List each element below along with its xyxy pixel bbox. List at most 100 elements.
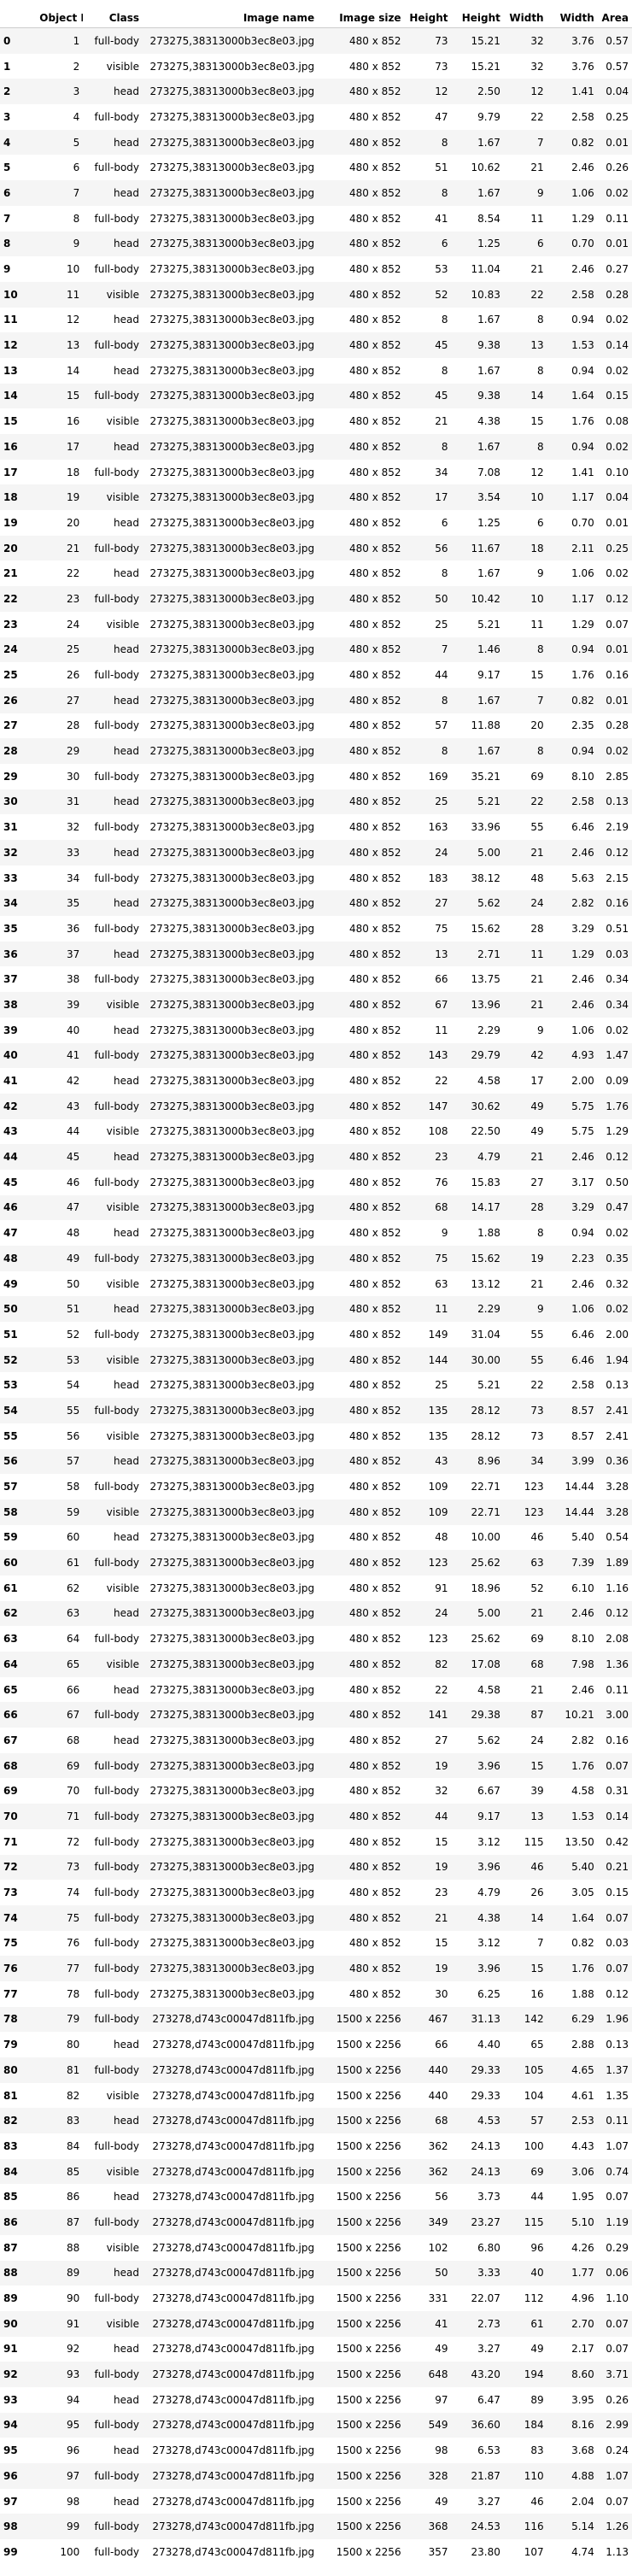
- width-percent-cell: 14.44: [547, 1499, 598, 1525]
- class-cell: head: [114, 516, 140, 529]
- table-row: 42 43 full-body 273275,38313000b3ec8e03.jpg…: [0, 1093, 632, 1119]
- image-size-cell: 480 x 852: [349, 1379, 401, 1392]
- row-index: 76: [0, 1956, 37, 1981]
- image-size-cell: 480 x 852: [318, 941, 405, 967]
- image-name-cell: 273275,38313000b3ec8e03.jpg: [143, 231, 319, 257]
- object-id-cell: 60: [66, 1531, 80, 1544]
- object-id-cell: 61: [36, 1550, 84, 1576]
- row-index: 56: [0, 1448, 37, 1475]
- row-index: 65: [3, 1683, 18, 1696]
- image-size-cell: 480 x 852: [318, 840, 405, 866]
- area-cell: 0.02: [606, 1227, 629, 1240]
- object-id-cell: 62: [66, 1581, 80, 1594]
- height-percent-cell: 17.08: [451, 1652, 504, 1677]
- object-id-cell: 12: [66, 314, 80, 326]
- area-cell: 0.16: [606, 669, 629, 682]
- area-cell: 0.03: [597, 941, 632, 967]
- class-cell: full-body: [94, 1481, 140, 1493]
- class-cell: full-body: [83, 2057, 143, 2083]
- height-percent-cell: 3.96: [451, 1752, 504, 1779]
- width-cell: 65: [530, 2039, 544, 2051]
- table-row: 40 41 full-body 273275,38313000b3ec8e03.jpg…: [0, 1042, 632, 1069]
- class-cell: full-body: [83, 1246, 143, 1271]
- width-cell: 6: [536, 516, 544, 529]
- image-size-cell: 480 x 852: [318, 332, 405, 358]
- height-percent-cell: 4.40: [477, 2039, 500, 2051]
- area-cell: 1.07: [606, 2139, 629, 2152]
- object-id-cell: 79: [36, 2006, 84, 2033]
- image-size-cell: 480 x 852: [349, 314, 401, 326]
- image-size-cell: 480 x 852: [318, 738, 405, 764]
- row-index: 89: [3, 2292, 18, 2305]
- object-id-cell: 25: [36, 637, 84, 663]
- width-cell: 73: [530, 1429, 544, 1442]
- height-percent-cell: 31.04: [471, 1328, 500, 1341]
- object-id-cell: 36: [66, 922, 80, 935]
- width-cell: 28: [503, 1194, 547, 1221]
- object-id-cell: 59: [36, 1499, 84, 1525]
- area-cell: 0.07: [606, 2191, 629, 2203]
- class-cell: head: [83, 789, 143, 815]
- table-row: 53 54 head 273275,38313000b3ec8e03.jpg 480 x…: [0, 1372, 632, 1398]
- area-cell: 0.21: [597, 1854, 632, 1881]
- height-cell: 163: [428, 821, 448, 834]
- row-index: 47: [3, 1227, 18, 1240]
- area-cell: 0.04: [597, 484, 632, 511]
- image-size-cell: 480 x 852: [318, 1956, 405, 1981]
- area-cell: 0.51: [606, 922, 629, 935]
- image-size-cell: 480 x 852: [349, 719, 401, 732]
- table-row: 39 40 head 273275,38313000b3ec8e03.jpg 480 x…: [0, 1018, 632, 1043]
- height-cell: 12: [404, 79, 452, 105]
- width-percent-cell: 5.75: [547, 1093, 598, 1119]
- width-cell: 110: [503, 2463, 547, 2489]
- width-percent-cell: 6.29: [547, 2006, 598, 2033]
- image-size-cell: 480 x 852: [318, 789, 405, 815]
- image-size-cell: 480 x 852: [318, 1144, 405, 1170]
- object-id-cell: 24: [66, 618, 80, 631]
- object-id-cell: 1: [36, 27, 84, 54]
- row-index: 6: [0, 180, 37, 206]
- width-percent-cell: 6.46: [571, 1328, 594, 1341]
- row-index: 64: [0, 1652, 37, 1677]
- width-percent-cell: 0.70: [571, 516, 594, 529]
- width-cell: 17: [530, 1075, 544, 1088]
- height-percent-cell: 9.38: [451, 332, 504, 358]
- row-index: 66: [0, 1702, 37, 1728]
- height-percent-cell: 25.62: [471, 1633, 500, 1646]
- object-id-cell: 52: [66, 1328, 80, 1341]
- row-index: 59: [3, 1531, 18, 1544]
- height-percent-cell: 22.71: [451, 1499, 504, 1525]
- area-cell: 0.35: [597, 1246, 632, 1271]
- table-row: 71 72 full-body 273275,38313000b3ec8e03.jpg…: [0, 1829, 632, 1855]
- table-row: 97 98 head 273278,d743c00047d811fb.jpg 1500 …: [0, 2489, 632, 2514]
- height-cell: 135: [404, 1398, 452, 1423]
- area-cell: 1.13: [606, 2545, 629, 2558]
- image-size-cell: 480 x 852: [349, 60, 401, 73]
- image-size-cell: 480 x 852: [318, 687, 405, 713]
- row-index: 62: [0, 1600, 37, 1627]
- object-id-cell: 71: [36, 1804, 84, 1829]
- object-id-cell: 69: [36, 1752, 84, 1779]
- class-cell: visible: [83, 2158, 143, 2185]
- image-size-cell: 480 x 852: [349, 1481, 401, 1493]
- object-id-cell: 70: [66, 1785, 80, 1798]
- image-size-cell: 480 x 852: [318, 535, 405, 561]
- area-cell: 1.96: [597, 2006, 632, 2033]
- image-size-cell: 480 x 852: [318, 1093, 405, 1119]
- height-percent-cell: 1.67: [451, 180, 504, 206]
- image-size-cell: 480 x 852: [349, 618, 401, 631]
- image-name-cell: 273275,38313000b3ec8e03.jpg: [143, 1550, 319, 1576]
- width-percent-cell: 2.46: [547, 840, 598, 866]
- area-header: Area: [597, 0, 632, 28]
- height-cell: 6: [441, 516, 448, 529]
- area-cell: 0.14: [597, 332, 632, 358]
- image-name-cell: 273275,38313000b3ec8e03.jpg: [143, 789, 319, 815]
- image-name-cell: 273275,38313000b3ec8e03.jpg: [143, 129, 319, 155]
- height-cell: 22: [435, 1683, 448, 1696]
- width-cell: 21: [503, 1600, 547, 1627]
- area-cell: 0.02: [597, 180, 632, 206]
- object-id-cell: 51: [36, 1296, 84, 1323]
- height-cell: 8: [404, 180, 452, 206]
- table-row: 21 22 head 273275,38313000b3ec8e03.jpg 480 x…: [0, 560, 632, 586]
- area-cell: 0.02: [606, 1024, 629, 1036]
